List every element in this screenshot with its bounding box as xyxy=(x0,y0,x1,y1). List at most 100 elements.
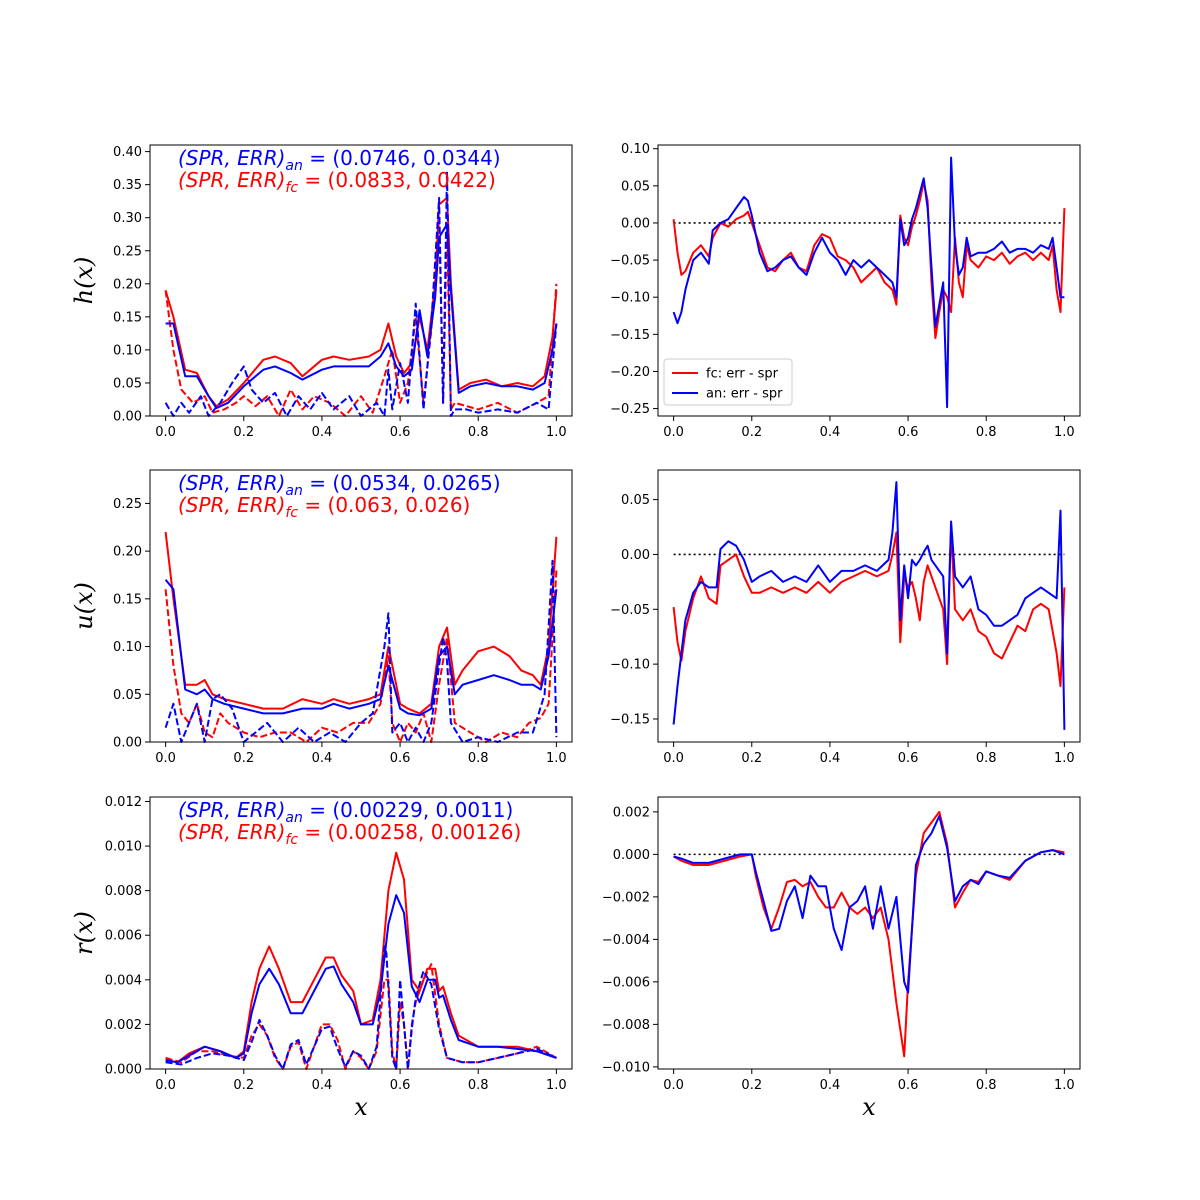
annotation-an: (SPR, ERR)an = (0.0746, 0.0344) xyxy=(178,146,501,174)
y-tick-label: 0.35 xyxy=(113,178,142,193)
x-tick-label: 0.0 xyxy=(155,425,176,440)
series-line-2-solid xyxy=(672,481,1066,730)
y-tick-label: −0.002 xyxy=(602,890,650,905)
x-tick-label: 0.6 xyxy=(390,751,411,766)
y-tick-label: 0.008 xyxy=(105,884,142,899)
y-tick-label: 0.20 xyxy=(113,545,142,560)
y-tick-label: −0.10 xyxy=(610,658,650,673)
series-line-4-dashed xyxy=(164,559,558,743)
y-tick-label: 0.25 xyxy=(113,244,142,259)
y-tick-label: 0.00 xyxy=(621,216,650,231)
legend-entry: fc: err - spr xyxy=(706,367,779,382)
x-tick-label: 0.6 xyxy=(898,751,919,766)
x-tick-label: 0.0 xyxy=(155,751,176,766)
x-tick-label: 1.0 xyxy=(546,751,567,766)
y-tick-label: 0.05 xyxy=(113,376,142,391)
x-tick-label: 0.0 xyxy=(663,751,684,766)
y-tick-label: −0.008 xyxy=(602,1018,650,1033)
x-tick-label: 0.8 xyxy=(468,1078,489,1093)
subplot-5: 0.0 0.2 0.4 0.6 0.8 1.0 0.000 0.002 0.004 0.006 0.… xyxy=(70,795,573,1121)
y-tick-label: 0.010 xyxy=(105,840,142,855)
series-line-2-solid xyxy=(672,156,1065,409)
x-tick-label: 1.0 xyxy=(1054,425,1075,440)
y-axis-label: h(x) xyxy=(70,257,98,305)
series-line-2-dashed xyxy=(164,216,558,417)
y-tick-label: 0.05 xyxy=(113,688,142,703)
series-line-1-solid xyxy=(164,531,558,715)
subplot-3: 0.0 0.2 0.4 0.6 0.8 1.0 0.00 0.05 0.10 0.15 0.20 0.… xyxy=(70,469,573,766)
x-tick-label: 0.4 xyxy=(820,425,841,440)
x-tick-label: 0.0 xyxy=(155,1078,176,1093)
y-tick-label: −0.25 xyxy=(610,402,650,417)
y-tick-label: −0.15 xyxy=(610,712,650,727)
y-tick-label: 0.15 xyxy=(113,310,142,325)
x-axis-label: x xyxy=(354,1093,368,1121)
y-tick-label: −0.006 xyxy=(602,975,650,990)
y-tick-label: 0.15 xyxy=(113,592,142,607)
x-tick-label: 0.2 xyxy=(233,425,254,440)
axes-frame xyxy=(657,469,1081,743)
x-tick-label: 0.8 xyxy=(976,1078,997,1093)
y-tick-label: 0.012 xyxy=(105,795,142,810)
axes-frame xyxy=(149,469,573,743)
x-tick-label: 1.0 xyxy=(546,425,567,440)
subplot-4: 0.0 0.2 0.4 0.6 0.8 1.0 −0.15 −0.10 −0.05 0.00 0.0… xyxy=(610,469,1081,766)
series-line-1-solid xyxy=(165,851,557,1064)
annotation-an: (SPR, ERR)an = (0.0534, 0.0265) xyxy=(178,471,501,499)
y-tick-label: 0.006 xyxy=(105,929,142,944)
x-tick-label: 0.2 xyxy=(233,751,254,766)
y-tick-label: 0.30 xyxy=(113,211,142,226)
x-tick-label: 0.6 xyxy=(390,425,411,440)
y-tick-label: 0.000 xyxy=(105,1063,142,1078)
y-tick-label: 0.004 xyxy=(105,973,142,988)
x-tick-label: 0.4 xyxy=(820,1078,841,1093)
x-tick-label: 0.2 xyxy=(233,1078,254,1093)
x-tick-label: 0.2 xyxy=(741,425,762,440)
x-tick-label: 1.0 xyxy=(546,1078,567,1093)
y-tick-label: −0.05 xyxy=(610,254,650,269)
axes-frame xyxy=(149,144,573,417)
subplot-6: 0.0 0.2 0.4 0.6 0.8 1.0 −0.010 −0.008 −0.006 −0.0… xyxy=(602,796,1081,1121)
x-tick-label: 0.6 xyxy=(898,1078,919,1093)
axes-frame xyxy=(149,796,573,1070)
y-tick-label: −0.05 xyxy=(610,603,650,618)
annotation-fc: (SPR, ERR)fc = (0.00258, 0.00126) xyxy=(178,820,521,848)
series-line-1-solid xyxy=(164,196,558,408)
x-tick-label: 0.0 xyxy=(663,1078,684,1093)
x-tick-label: 0.8 xyxy=(468,751,489,766)
y-tick-label: 0.05 xyxy=(621,179,650,194)
x-tick-label: 0.4 xyxy=(312,1078,333,1093)
y-axis-label: r(x) xyxy=(70,911,98,955)
legend: fc: err - spr an: err - spr xyxy=(663,358,793,406)
y-tick-label: 0.10 xyxy=(113,640,142,655)
y-tick-label: −0.010 xyxy=(602,1060,650,1075)
x-tick-label: 0.4 xyxy=(312,425,333,440)
y-tick-label: 0.40 xyxy=(113,145,142,160)
y-tick-label: −0.004 xyxy=(602,933,650,948)
series-line-4-dashed xyxy=(164,170,558,417)
y-tick-label: −0.20 xyxy=(610,365,650,380)
annotation-an: (SPR, ERR)an = (0.00229, 0.0011) xyxy=(178,798,513,826)
series-line-2-solid xyxy=(673,815,1065,994)
annotation-fc: (SPR, ERR)fc = (0.0833, 0.0422) xyxy=(178,168,496,196)
series-line-1-solid xyxy=(673,810,1065,1058)
y-tick-label: 0.10 xyxy=(113,343,142,358)
series-line-1-solid xyxy=(672,526,1066,688)
axes-frame xyxy=(657,796,1081,1070)
y-tick-label: 0.00 xyxy=(621,548,650,563)
x-tick-label: 0.6 xyxy=(898,425,919,440)
x-tick-label: 0.8 xyxy=(976,751,997,766)
x-tick-label: 0.2 xyxy=(741,1078,762,1093)
y-tick-label: −0.15 xyxy=(610,328,650,343)
x-axis-label: x xyxy=(862,1093,876,1121)
x-tick-label: 0.8 xyxy=(976,425,997,440)
y-tick-label: 0.25 xyxy=(113,497,142,512)
axes-frame xyxy=(657,144,1081,417)
y-tick-label: 0.00 xyxy=(113,410,142,425)
y-tick-label: 0.002 xyxy=(613,805,650,820)
x-tick-label: 0.0 xyxy=(663,425,684,440)
series-line-2-dashed xyxy=(164,570,558,743)
series-line-4-dashed xyxy=(165,945,557,1070)
subplot-2: 0.0 0.2 0.4 0.6 0.8 1.0 −0.25 −0.20 −0.15 −0.10 −0… xyxy=(610,142,1081,440)
x-tick-label: 0.6 xyxy=(390,1078,411,1093)
